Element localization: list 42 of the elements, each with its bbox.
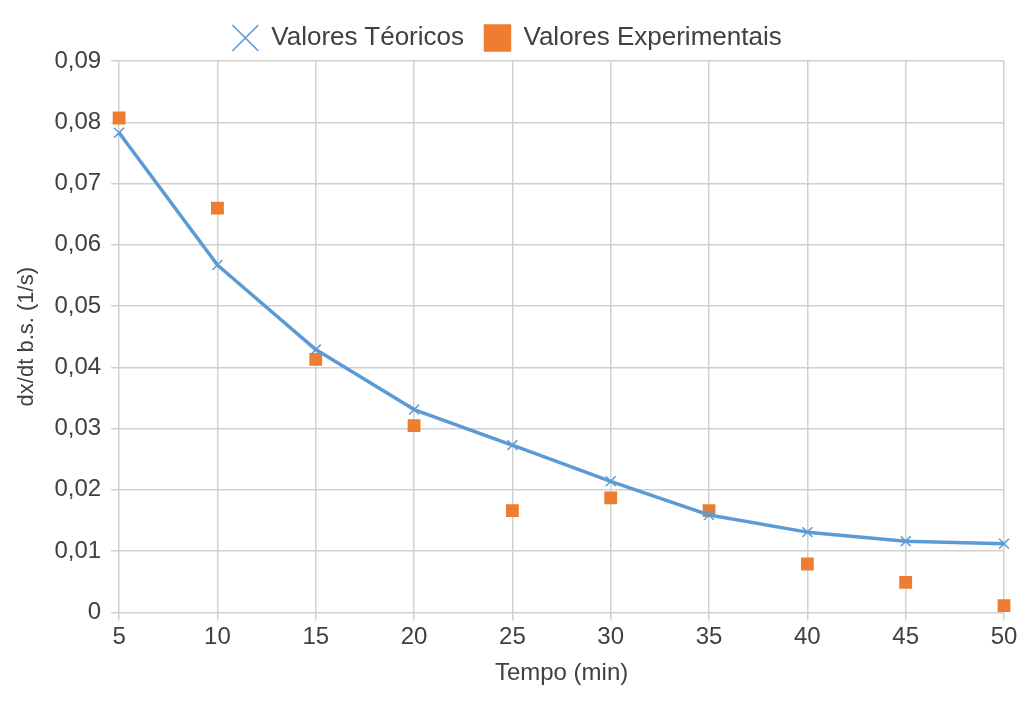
- point: [113, 126, 125, 139]
- x-tick-label: 20: [400, 622, 428, 650]
- y-axis-title: dx/dt b.s. (1/s): [13, 267, 39, 407]
- point: [801, 526, 814, 538]
- point: [998, 538, 1010, 550]
- x-tick-label: 10: [204, 622, 231, 650]
- x-tick-label: 30: [597, 622, 625, 650]
- point: [703, 509, 715, 521]
- x-axis-title: Tempo (min): [494, 658, 629, 686]
- point: [211, 201, 224, 215]
- point: [505, 504, 519, 518]
- point: [605, 475, 617, 487]
- y-tick-label: 0,01: [54, 535, 102, 563]
- legend-label: Valores Téoricos: [271, 21, 465, 52]
- point: [211, 259, 224, 271]
- point: [506, 439, 519, 451]
- x-tick-label: 40: [794, 622, 821, 650]
- point: [408, 403, 420, 416]
- y-tick-label: 0: [87, 597, 102, 625]
- y-tick-label: 0,07: [54, 168, 102, 196]
- y-tick-label: 0,03: [54, 413, 102, 441]
- legend-label: Valores Experimentais: [523, 21, 782, 52]
- x-tick-label: 15: [302, 622, 330, 650]
- point: [899, 575, 913, 589]
- x-tick-label: 5: [112, 622, 126, 650]
- point: [997, 599, 1011, 613]
- point: [310, 343, 322, 356]
- point: [800, 557, 814, 571]
- x-tick-label: 45: [892, 622, 920, 650]
- x-tick-label: 50: [990, 622, 1018, 650]
- x-tick-label: 35: [695, 622, 723, 650]
- point: [309, 352, 323, 366]
- point: [407, 419, 421, 432]
- y-tick-label: 0,08: [54, 106, 102, 134]
- y-tick-label: 0,06: [54, 229, 102, 257]
- y-tick-label: 0,05: [54, 290, 102, 318]
- y-tick-label: 0,09: [54, 45, 102, 73]
- y-tick-label: 0,02: [54, 474, 102, 502]
- x-tick-label: 25: [499, 622, 526, 650]
- point: [899, 535, 912, 548]
- point: [604, 491, 618, 505]
- y-tick-label: 0,04: [54, 351, 102, 379]
